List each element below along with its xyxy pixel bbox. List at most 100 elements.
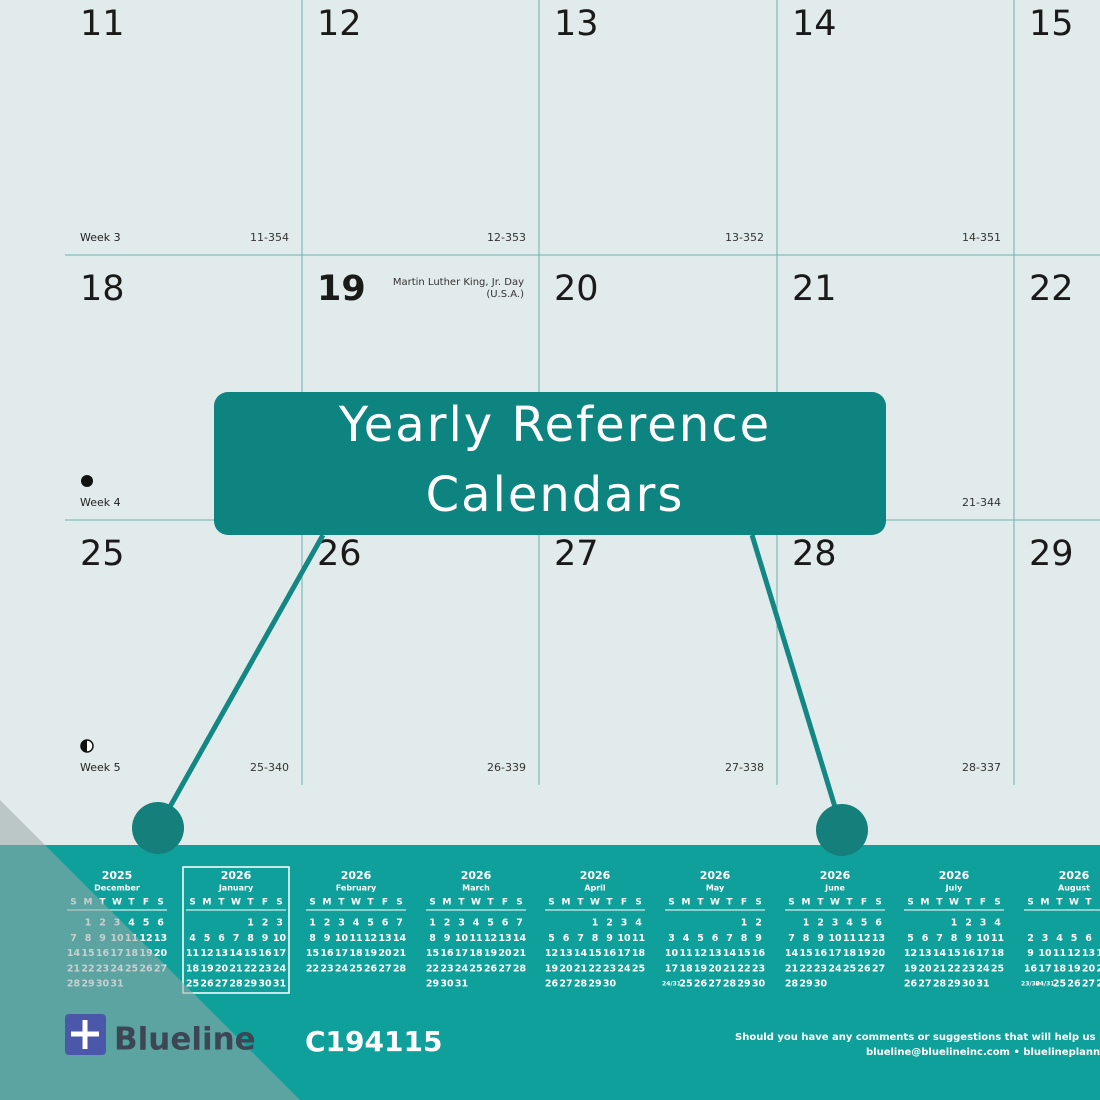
mini-weekday: F bbox=[741, 898, 747, 908]
mini-day: 9 bbox=[965, 933, 972, 944]
mini-month: January bbox=[218, 884, 254, 893]
mini-day: 22 bbox=[426, 963, 439, 974]
mini-day: 13 bbox=[498, 933, 511, 944]
mini-day: 16 bbox=[814, 948, 828, 959]
mini-weekday: F bbox=[502, 898, 508, 908]
mini-weekday: S bbox=[635, 898, 641, 908]
mini-day: 22 bbox=[947, 963, 960, 974]
mini-weekday: T bbox=[846, 898, 853, 908]
holiday-note: (U.S.A.) bbox=[486, 289, 524, 300]
mini-weekday: S bbox=[548, 898, 554, 908]
day-number: 22 bbox=[1029, 269, 1074, 309]
mini-weekday: F bbox=[980, 898, 986, 908]
mini-day: 12 bbox=[694, 948, 707, 959]
mini-weekday: T bbox=[1085, 898, 1092, 908]
connector-dot bbox=[132, 802, 184, 854]
mini-day: 16 bbox=[320, 948, 334, 959]
week-label: Week 5 bbox=[80, 761, 121, 774]
mini-day: 8 bbox=[951, 933, 958, 944]
mini-weekday: W bbox=[830, 898, 840, 908]
mini-year: 2026 bbox=[939, 869, 970, 882]
mini-day: 24 bbox=[617, 963, 631, 974]
mini-day: 8 bbox=[803, 933, 810, 944]
mini-weekday: M bbox=[682, 898, 691, 908]
mini-day: 30 bbox=[603, 979, 617, 990]
day-code: 28-337 bbox=[962, 761, 1001, 774]
mini-day: 26 bbox=[200, 979, 214, 990]
mini-day: 10 bbox=[1038, 948, 1052, 959]
mini-weekday: S bbox=[907, 898, 913, 908]
mini-day: 21 bbox=[393, 948, 406, 959]
mini-weekday: S bbox=[875, 898, 881, 908]
moon-full bbox=[81, 475, 93, 487]
mini-day: 6 bbox=[382, 918, 389, 929]
mini-day: 5 bbox=[204, 933, 211, 944]
day-number: 26 bbox=[317, 534, 362, 574]
day-code: 12-353 bbox=[487, 231, 526, 244]
mini-day: 21 bbox=[933, 963, 946, 974]
mini-day: 12 bbox=[904, 948, 917, 959]
mini-day: 30 bbox=[440, 979, 454, 990]
day-number: 18 bbox=[80, 269, 125, 309]
mini-day: 28 bbox=[933, 979, 947, 990]
mini-day: 29 bbox=[426, 979, 439, 990]
mini-day: 4 bbox=[635, 918, 642, 929]
mini-day: 2 bbox=[817, 918, 824, 929]
mini-day: 26 bbox=[1067, 979, 1081, 990]
mini-day: 6 bbox=[563, 933, 570, 944]
mini-day: 11 bbox=[679, 948, 692, 959]
mini-day: 7 bbox=[233, 933, 240, 944]
mini-day: 12 bbox=[484, 933, 497, 944]
mini-day: 6 bbox=[502, 918, 509, 929]
mini-month: August bbox=[1058, 884, 1090, 893]
mini-day: 27 bbox=[559, 979, 572, 990]
mini-weekday: S bbox=[189, 898, 195, 908]
mini-day: 19 bbox=[364, 948, 377, 959]
mini-day: 10 bbox=[335, 933, 349, 944]
mini-day: 21 bbox=[785, 963, 798, 974]
mini-day: 6 bbox=[1085, 933, 1092, 944]
day-code: 21-344 bbox=[962, 496, 1001, 509]
mini-day: 14 bbox=[574, 948, 588, 959]
mini-day: 29 bbox=[588, 979, 601, 990]
mini-weekday: W bbox=[112, 898, 122, 908]
mini-weekday: S bbox=[1027, 898, 1033, 908]
mini-day: 7 bbox=[936, 933, 943, 944]
mini-day: 12 bbox=[139, 933, 152, 944]
mini-weekday: F bbox=[861, 898, 867, 908]
mini-day: 17 bbox=[455, 948, 468, 959]
mini-day: 17 bbox=[273, 948, 286, 959]
mini-weekday: W bbox=[231, 898, 241, 908]
mini-day: 5 bbox=[907, 933, 914, 944]
mini-day: 3 bbox=[621, 918, 628, 929]
mini-day: 2 bbox=[1027, 933, 1034, 944]
mini-day: 3 bbox=[980, 918, 987, 929]
mini-day: 19 bbox=[545, 963, 558, 974]
mini-day: 20 bbox=[1082, 963, 1096, 974]
contact-line: blueline@bluelineinc.com • bluelineplann… bbox=[866, 1047, 1100, 1058]
mini-day: 20 bbox=[872, 948, 886, 959]
mini-day: 19 bbox=[857, 948, 870, 959]
connector bbox=[749, 534, 845, 831]
mini-day: 20 bbox=[559, 963, 573, 974]
mini-day: 15 bbox=[244, 948, 257, 959]
mini-year: 2026 bbox=[221, 869, 252, 882]
mini-weekday: T bbox=[606, 898, 613, 908]
mini-day: 4 bbox=[128, 918, 135, 929]
callout-text: Calendars bbox=[426, 467, 685, 523]
mini-day: 11 bbox=[469, 933, 482, 944]
mini-day: 24/31 bbox=[662, 981, 681, 988]
mini-day: 12 bbox=[1067, 948, 1080, 959]
mini-weekday: F bbox=[262, 898, 268, 908]
day-code: 14-351 bbox=[962, 231, 1001, 244]
mini-year: 2025 bbox=[102, 869, 133, 882]
mini-month: March bbox=[462, 884, 490, 893]
mini-day: 16 bbox=[603, 948, 617, 959]
mini-day: 22 bbox=[306, 963, 319, 974]
mini-day: 8 bbox=[741, 933, 748, 944]
mini-weekday: W bbox=[949, 898, 959, 908]
mini-month: June bbox=[824, 884, 845, 893]
mini-day: 4 bbox=[189, 933, 196, 944]
day-number: 19 bbox=[317, 269, 366, 309]
mini-day: 24 bbox=[273, 963, 287, 974]
